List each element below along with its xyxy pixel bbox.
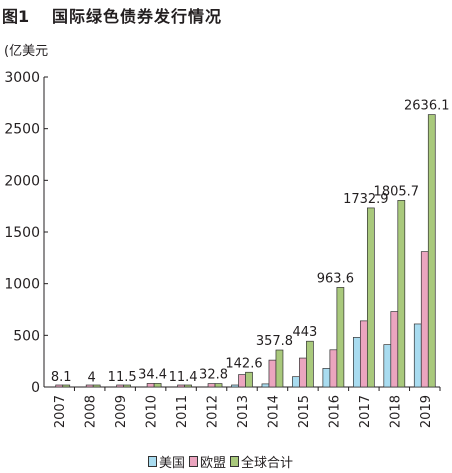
data-label: 4	[88, 371, 96, 386]
data-label: 8.1	[51, 370, 72, 385]
figure-label: 图1	[2, 7, 30, 26]
x-tick-label: 2015	[297, 395, 312, 428]
data-label: 11.4	[169, 370, 198, 385]
y-tick-label: 0	[31, 380, 40, 396]
bar-eu	[238, 374, 246, 388]
data-label: 1805.7	[374, 184, 420, 199]
data-label: 2636.1	[404, 99, 450, 114]
y-tick-label: 2000	[4, 173, 40, 189]
bar-global	[92, 384, 101, 388]
bar-eu	[207, 383, 216, 388]
bar-eu	[299, 357, 307, 388]
bar-global	[245, 371, 253, 388]
x-tick-label: 2019	[419, 395, 434, 428]
y-tick-label: 1500	[4, 225, 40, 241]
data-label: 357.8	[256, 334, 293, 349]
y-tick-label: 1000	[4, 277, 40, 293]
y-tick-label: 3000	[4, 70, 40, 86]
bar-eu	[359, 320, 368, 388]
bar-global	[397, 200, 406, 388]
x-tick-label: 2014	[266, 395, 281, 428]
data-label: 11.5	[108, 370, 137, 385]
chart-title: 国际绿色债券发行情况	[52, 7, 223, 26]
x-tick-label: 2012	[206, 395, 221, 428]
bar-eu	[390, 311, 399, 388]
y-tick-label: 500	[13, 328, 40, 344]
x-tick-label: 2017	[358, 395, 373, 428]
legend-item-us: 美国	[148, 452, 185, 471]
bar-eu	[116, 384, 125, 388]
data-label: 963.6	[317, 271, 354, 286]
bar-global	[306, 340, 314, 388]
legend-swatch-us	[148, 456, 157, 467]
bar-global	[366, 207, 375, 388]
y-tick-label: 2500	[4, 122, 40, 138]
bar-global	[275, 349, 284, 388]
x-tick-label: 2010	[145, 395, 160, 428]
data-label: 34.4	[138, 367, 167, 382]
bar-us	[292, 376, 300, 388]
bar-eu	[146, 383, 155, 388]
bar-us	[352, 337, 361, 388]
x-tick-label: 2009	[114, 395, 129, 428]
legend-label-global: 全球合计	[241, 456, 294, 471]
y-axis-unit: (亿美元	[4, 44, 49, 59]
data-label: 32.8	[199, 368, 228, 383]
bar-global	[123, 384, 132, 388]
bar-eu	[268, 359, 277, 388]
bar-global	[153, 383, 162, 388]
legend-item-global: 全球合计	[230, 452, 293, 471]
bar-us	[261, 383, 270, 388]
bar-global	[62, 384, 71, 388]
bar-us	[383, 344, 392, 388]
legend-swatch-eu	[189, 456, 199, 467]
x-tick-label: 2016	[327, 395, 342, 428]
legend-label-us: 美国	[159, 456, 186, 471]
bar-eu	[177, 384, 185, 388]
bar-us	[231, 384, 239, 388]
x-tick-label: 2013	[236, 395, 251, 428]
bar-global	[184, 384, 192, 388]
x-tick-label: 2018	[388, 395, 403, 428]
bar-eu	[420, 251, 429, 388]
bar-global	[336, 287, 345, 388]
bar-eu	[329, 349, 338, 388]
bar-us	[413, 323, 422, 388]
x-tick-label: 2007	[53, 395, 68, 428]
data-label: 443	[293, 325, 318, 340]
legend: 美国 欧盟 全球合计	[148, 452, 297, 471]
x-tick-label: 2008	[84, 395, 99, 428]
data-label: 1732.9	[343, 192, 389, 207]
legend-label-eu: 欧盟	[200, 456, 227, 471]
bar-eu	[55, 384, 64, 388]
legend-item-eu: 欧盟	[189, 452, 226, 471]
bar-us	[322, 368, 331, 388]
bar-global	[214, 383, 223, 388]
x-tick-label: 2011	[175, 395, 190, 428]
legend-swatch-global	[230, 456, 240, 467]
data-label: 142.6	[225, 356, 262, 371]
bar-global	[427, 114, 436, 388]
